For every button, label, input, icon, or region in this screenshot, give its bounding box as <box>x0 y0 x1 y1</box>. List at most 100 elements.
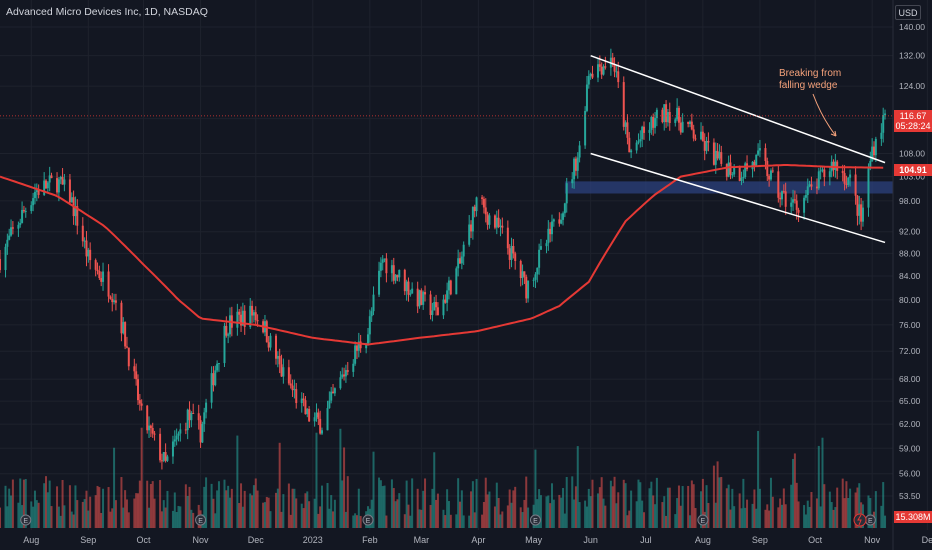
volume-bar <box>243 490 246 528</box>
earnings-marker-icon[interactable] <box>697 514 709 526</box>
volume-bar <box>89 496 92 528</box>
candle-body <box>777 171 780 198</box>
candle-body <box>510 245 513 260</box>
candle-body <box>149 425 152 428</box>
earnings-marker-icon[interactable] <box>362 514 374 526</box>
volume-bar <box>87 510 90 528</box>
candle-body <box>74 206 77 217</box>
candle-body <box>295 389 298 404</box>
candle-body <box>11 227 14 229</box>
volume-bar <box>76 500 79 528</box>
time-axis[interactable]: Aug Sep Oct Nov Dec 2023 Feb Mar Apr May Jun Jul Aug… <box>23 535 932 545</box>
volume-bar <box>94 495 97 528</box>
volume-bar <box>328 508 331 528</box>
volume-bar <box>317 513 320 528</box>
volume-bar <box>341 480 344 528</box>
candle-body <box>803 197 806 213</box>
candle-body <box>648 129 651 133</box>
earnings-marker-icon[interactable] <box>20 514 32 526</box>
volume-bar <box>241 506 244 528</box>
candle-body <box>0 258 1 271</box>
volume-bar <box>98 487 101 528</box>
volume-bar <box>394 501 397 528</box>
candle-body <box>225 325 228 336</box>
candle-body <box>306 408 309 415</box>
volume-bar <box>534 449 537 528</box>
volume-bar <box>171 510 174 528</box>
volume-bar <box>396 499 399 528</box>
candle-body <box>175 435 178 440</box>
volume-bar <box>757 430 760 528</box>
volume-bar <box>718 477 721 528</box>
volume-bar <box>602 498 605 528</box>
candle-body <box>133 366 136 372</box>
volume-bar <box>420 509 423 528</box>
y-tick-label: 140.00 <box>899 22 925 32</box>
volume-bar <box>205 477 208 528</box>
candle-body <box>611 57 614 65</box>
candle-body <box>547 228 550 244</box>
candle-body <box>674 119 677 123</box>
volume-bar <box>125 499 128 528</box>
volume-bar <box>613 476 616 528</box>
volume-bar <box>146 480 149 528</box>
volume-bar <box>637 479 640 528</box>
candle-body <box>462 244 465 257</box>
volume-bar <box>641 500 644 528</box>
candle-body <box>882 115 885 133</box>
volume-bar <box>473 512 476 528</box>
volume-bar <box>287 483 290 528</box>
candle-body <box>744 163 747 177</box>
volume-bar <box>359 515 362 528</box>
candle-body <box>214 370 217 386</box>
volume-bar <box>175 511 178 528</box>
volume-bar <box>539 495 542 528</box>
volume-bar <box>751 503 754 528</box>
candle-body <box>265 321 268 343</box>
candle-body <box>392 265 395 281</box>
candle-body <box>501 225 504 228</box>
candle-body <box>654 118 657 128</box>
volume-bar <box>444 515 447 528</box>
candle-body <box>339 377 342 389</box>
candle-body <box>151 427 154 434</box>
candle-body <box>43 180 46 195</box>
candle-body <box>418 290 421 307</box>
price-axis[interactable]: 140.00132.00124.00116.00108.00103.0098.0… <box>899 22 925 501</box>
volume-bar <box>124 490 127 528</box>
candle-body <box>508 248 511 260</box>
y-tick-label: 88.00 <box>899 248 921 258</box>
volume-bar <box>733 506 736 528</box>
x-tick-label: Mar <box>414 535 430 545</box>
candle-body <box>600 66 603 75</box>
candle-body <box>821 169 824 171</box>
candle-body <box>24 210 27 212</box>
volume-bar <box>4 485 7 528</box>
moving-average-tag: 104.91 <box>894 164 932 176</box>
candle-body <box>823 169 826 178</box>
volume-bar <box>880 505 883 528</box>
volume-bar <box>111 508 114 528</box>
y-tick-label: 84.00 <box>899 271 921 281</box>
volume-bar <box>731 488 734 528</box>
volume-bar <box>784 504 787 528</box>
volume-bar <box>74 485 77 528</box>
volume-bar <box>326 482 329 528</box>
volume-bar <box>506 505 509 528</box>
volume-bar <box>707 503 710 528</box>
volume-bar <box>166 490 169 528</box>
volume-bar <box>278 442 281 528</box>
candle-body <box>449 280 452 295</box>
candle-body <box>486 214 489 225</box>
volume-bar <box>679 505 682 528</box>
candle-body <box>308 408 311 422</box>
currency-button[interactable]: USD <box>895 5 921 20</box>
candle-body <box>333 388 336 394</box>
volume-bar <box>457 478 460 528</box>
candle-body <box>46 182 49 189</box>
candle-body <box>368 316 371 335</box>
y-tick-label: 108.00 <box>899 149 925 159</box>
earnings-marker-icon[interactable] <box>195 514 207 526</box>
earnings-marker-icon[interactable] <box>529 514 541 526</box>
